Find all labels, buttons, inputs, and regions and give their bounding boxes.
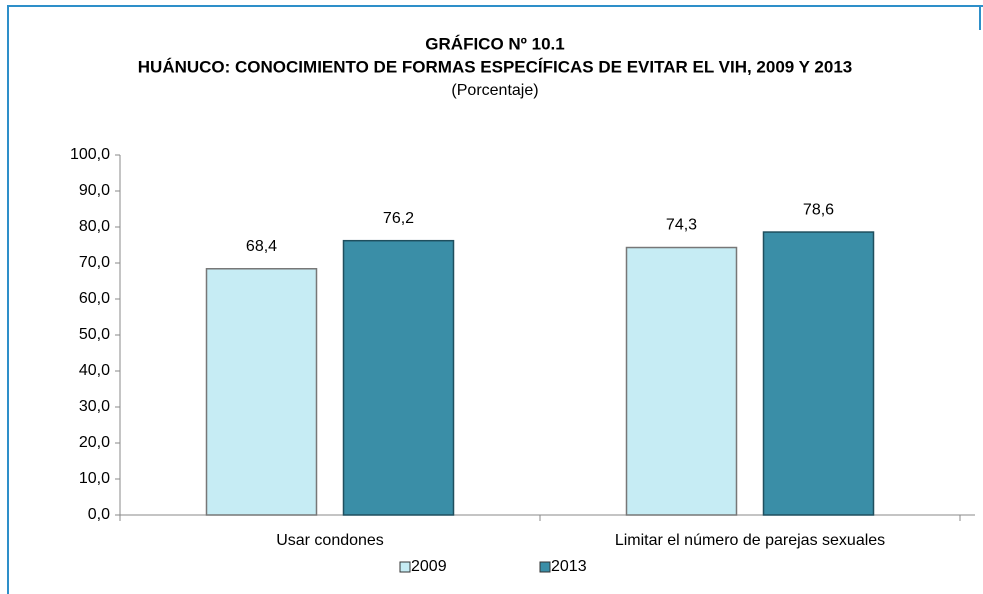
legend-label: 2013 (551, 558, 587, 575)
bar (625, 246, 738, 516)
y-tick-label: 60,0 (79, 290, 110, 307)
x-tick-label: Limitar el número de parejas sexuales (615, 532, 885, 549)
y-tick-label: 100,0 (70, 146, 110, 163)
value-label: 78,6 (803, 201, 834, 218)
y-tick-label: 40,0 (79, 362, 110, 379)
bar (762, 231, 875, 516)
unit-label: (Porcentaje) (451, 82, 538, 99)
value-label: 76,2 (383, 210, 414, 227)
x-tick-label: Usar condones (276, 532, 384, 549)
y-tick-label: 70,0 (79, 254, 110, 271)
value-label: 68,4 (246, 238, 277, 255)
legend-label: 2009 (411, 558, 447, 575)
y-tick-label: 20,0 (79, 434, 110, 451)
y-tick-label: 80,0 (79, 218, 110, 235)
chart-subtitle: HUÁNUCO: CONOCIMIENTO DE FORMAS ESPECÍFI… (138, 57, 852, 76)
y-tick-label: 90,0 (79, 182, 110, 199)
y-tick-label: 50,0 (79, 326, 110, 343)
value-label: 74,3 (666, 217, 697, 234)
bar (342, 239, 455, 516)
legend-swatch (539, 561, 551, 573)
chart-title: GRÁFICO Nº 10.1 (425, 34, 564, 53)
y-tick-label: 10,0 (79, 470, 110, 487)
bar (205, 268, 318, 516)
legend-swatch (399, 561, 411, 573)
y-tick-label: 30,0 (79, 398, 110, 415)
y-tick-label: 0,0 (88, 506, 110, 523)
